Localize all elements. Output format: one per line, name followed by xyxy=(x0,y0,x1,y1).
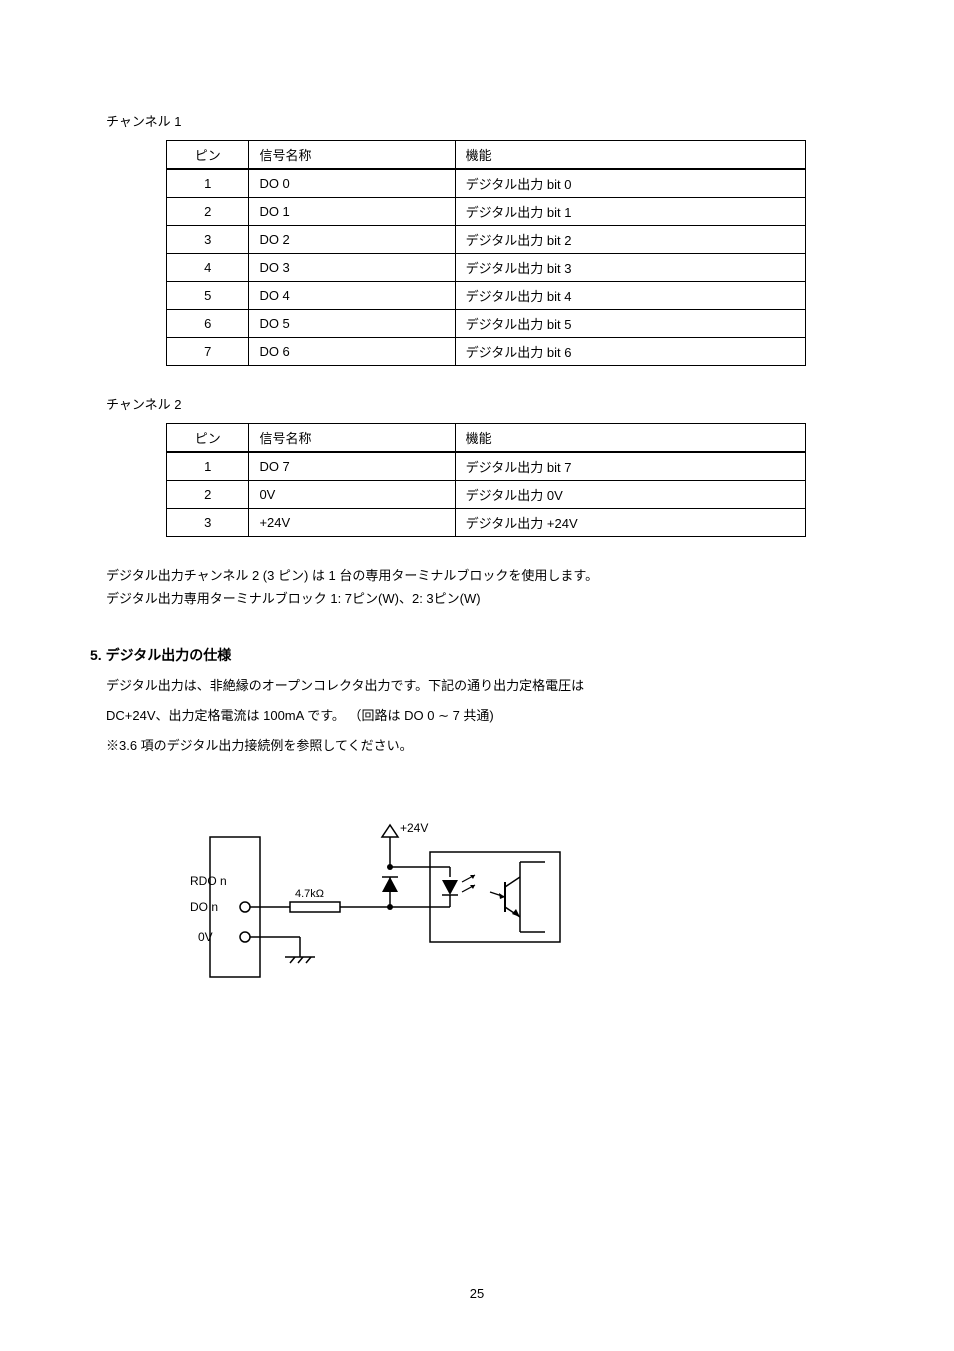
cell-name: DO 2 xyxy=(249,226,455,254)
cell-pin: 5 xyxy=(167,282,249,310)
do-n-label: DO n xyxy=(190,900,218,914)
cell-pin: 3 xyxy=(167,226,249,254)
cell-name: DO 5 xyxy=(249,310,455,338)
resistor-label: 4.7kΩ xyxy=(295,888,324,900)
table-row: 2 DO 1 デジタル出力 bit 1 xyxy=(167,198,806,226)
cell-func: デジタル出力 bit 6 xyxy=(455,338,805,366)
cell-pin: 7 xyxy=(167,338,249,366)
cell-name: DO 3 xyxy=(249,254,455,282)
cell-func: デジタル出力 bit 4 xyxy=(455,282,805,310)
table-row: 3 +24V デジタル出力 +24V xyxy=(167,509,806,537)
table-row: 1 DO 7 デジタル出力 bit 7 xyxy=(167,452,806,481)
cell-pin: 2 xyxy=(167,481,249,509)
channel2-title: チャンネル 2 xyxy=(106,394,864,413)
note-line-2: デジタル出力専用ターミナルブロック 1: 7ピン(W)、2: 3ピン(W) xyxy=(106,588,864,607)
note-line-1: デジタル出力チャンネル 2 (3 ピン) は 1 台の専用ターミナルブロックを使… xyxy=(106,565,864,584)
section5-body-2: DC+24V、出力定格電流は 100mA です。 （回路は DO 0 ∼ 7 共… xyxy=(106,705,864,727)
cell-pin: 6 xyxy=(167,310,249,338)
page-number: 25 xyxy=(470,1286,484,1301)
section-label xyxy=(90,90,864,105)
cell-name: DO 6 xyxy=(249,338,455,366)
table-header-row: ピン 信号名称 機能 xyxy=(167,424,806,453)
cell-func: デジタル出力 +24V xyxy=(455,509,805,537)
cell-name: DO 4 xyxy=(249,282,455,310)
cell-func: デジタル出力 bit 3 xyxy=(455,254,805,282)
circuit-diagram: 4.7kΩ +24V xyxy=(190,777,864,1040)
channel2-table: ピン 信号名称 機能 1 DO 7 デジタル出力 bit 7 2 0V デジタル… xyxy=(166,423,806,537)
col-func-header: 機能 xyxy=(455,424,805,453)
cell-name: DO 7 xyxy=(249,452,455,481)
section5-body-1: デジタル出力は、非絶縁のオープンコレクタ出力です。下記の通り出力定格電圧は xyxy=(106,675,864,697)
cell-name: 0V xyxy=(249,481,455,509)
channel1-table: ピン 信号名称 機能 1 DO 0 デジタル出力 bit 0 2 DO 1 デジ… xyxy=(166,140,806,366)
cell-pin: 4 xyxy=(167,254,249,282)
cell-name: DO 0 xyxy=(249,169,455,198)
table-row: 3 DO 2 デジタル出力 bit 2 xyxy=(167,226,806,254)
cell-func: デジタル出力 bit 5 xyxy=(455,310,805,338)
plus24v-label: +24V xyxy=(400,821,428,835)
col-name-header: 信号名称 xyxy=(249,141,455,170)
col-name-header: 信号名称 xyxy=(249,424,455,453)
cell-pin: 3 xyxy=(167,509,249,537)
table-row: 2 0V デジタル出力 0V xyxy=(167,481,806,509)
table-row: 7 DO 6 デジタル出力 bit 6 xyxy=(167,338,806,366)
cell-func: デジタル出力 bit 1 xyxy=(455,198,805,226)
channel1-title: チャンネル 1 xyxy=(106,111,864,130)
rdo-label: RDO n xyxy=(190,874,227,888)
cell-func: デジタル出力 bit 7 xyxy=(455,452,805,481)
cell-name: DO 1 xyxy=(249,198,455,226)
cell-pin: 2 xyxy=(167,198,249,226)
zero-v-label: 0V xyxy=(198,930,213,944)
cell-pin: 1 xyxy=(167,452,249,481)
table-row: 6 DO 5 デジタル出力 bit 5 xyxy=(167,310,806,338)
cell-func: デジタル出力 bit 2 xyxy=(455,226,805,254)
cell-pin: 1 xyxy=(167,169,249,198)
col-pin-header: ピン xyxy=(167,424,249,453)
section5-title: 5. デジタル出力の仕様 xyxy=(90,645,864,665)
table-row: 4 DO 3 デジタル出力 bit 3 xyxy=(167,254,806,282)
table-row: 1 DO 0 デジタル出力 bit 0 xyxy=(167,169,806,198)
section5-body-3: ※3.6 項のデジタル出力接続例を参照してください。 xyxy=(106,735,864,757)
col-pin-header: ピン xyxy=(167,141,249,170)
col-func-header: 機能 xyxy=(455,141,805,170)
cell-name: +24V xyxy=(249,509,455,537)
cell-func: デジタル出力 bit 0 xyxy=(455,169,805,198)
circuit-svg: 4.7kΩ +24V xyxy=(190,777,670,1037)
table-header-row: ピン 信号名称 機能 xyxy=(167,141,806,170)
table-row: 5 DO 4 デジタル出力 bit 4 xyxy=(167,282,806,310)
cell-func: デジタル出力 0V xyxy=(455,481,805,509)
